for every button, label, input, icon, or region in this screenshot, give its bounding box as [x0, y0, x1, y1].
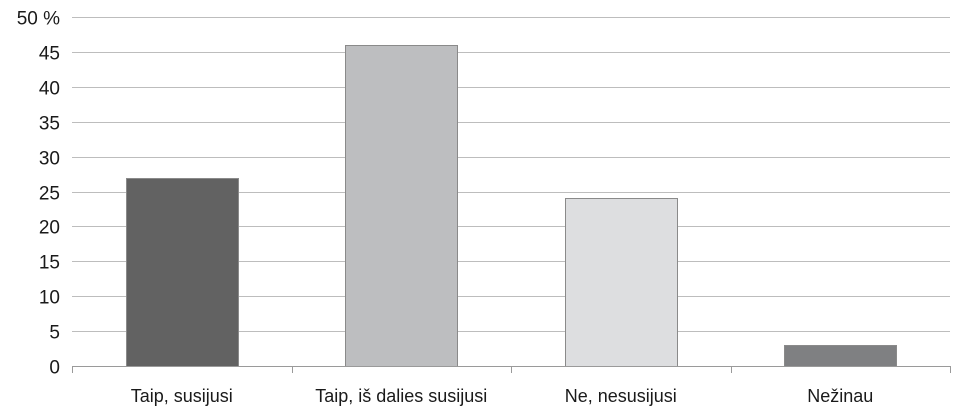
y-tick-label: 15 — [39, 253, 60, 274]
bar-4 — [784, 345, 897, 367]
y-tick-label: 5 — [49, 323, 60, 344]
bar-2 — [345, 45, 458, 367]
y-tick-label: 40 — [39, 79, 60, 100]
y-axis-ticks: 0 5 10 15 20 25 30 35 40 45 50 % — [17, 9, 60, 379]
y-tick-label: 30 — [39, 149, 60, 170]
bar-3 — [565, 198, 678, 367]
y-tick-label: 0 — [49, 358, 60, 379]
y-tick-label: 35 — [39, 114, 60, 135]
y-tick-label: 25 — [39, 184, 60, 205]
y-tick-label: 10 — [39, 288, 60, 309]
x-category-label: Taip, susijusi — [131, 386, 233, 406]
y-tick-label: 45 — [39, 44, 60, 65]
x-category-label: Taip, iš dalies susijusi — [315, 386, 487, 406]
x-category-label: Nežinau — [807, 386, 873, 406]
axes — [72, 366, 951, 373]
x-category-label: Ne, nesusijusi — [565, 386, 677, 406]
bar-1 — [126, 178, 239, 367]
x-axis-labels: Taip, susijusi Taip, iš dalies susijusi Ne… — [131, 386, 874, 406]
y-tick-label: 50 % — [17, 9, 60, 30]
y-tick-label: 20 — [39, 218, 60, 239]
bars — [126, 45, 897, 367]
